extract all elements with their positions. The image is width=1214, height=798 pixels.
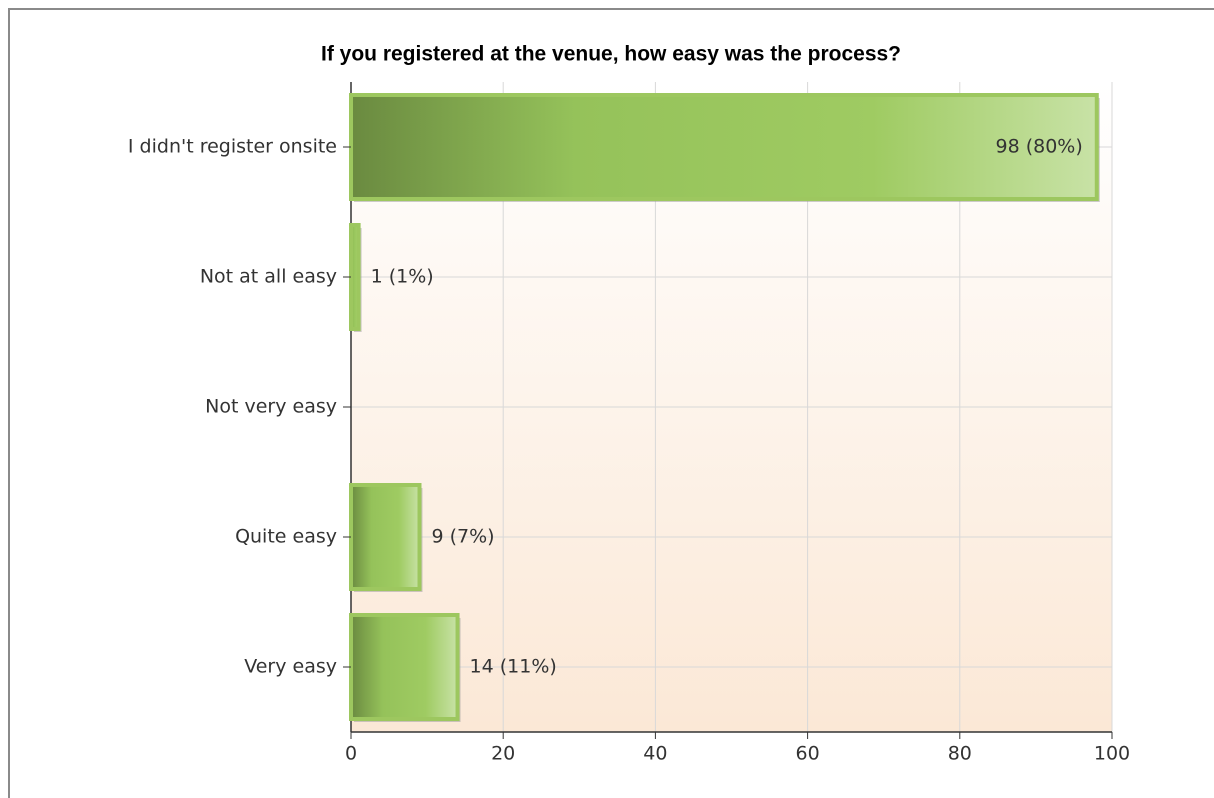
bar — [349, 93, 1099, 201]
bar — [349, 223, 361, 331]
x-tick-label: 60 — [796, 743, 820, 765]
chart-title: If you registered at the venue, how easy… — [321, 43, 901, 66]
value-label: 14 (11%) — [470, 656, 557, 678]
x-tick-label: 40 — [643, 743, 667, 765]
y-tick-label: I didn't register onsite — [128, 136, 337, 158]
frame — [8, 8, 1214, 798]
bar — [349, 613, 460, 721]
y-tick-label: Very easy — [244, 656, 337, 678]
x-tick-label: 80 — [948, 743, 972, 765]
y-tick-label: Quite easy — [235, 526, 337, 548]
bar — [349, 483, 422, 591]
value-label: 98 (80%) — [995, 136, 1082, 158]
y-tick-label: Not at all easy — [200, 266, 337, 288]
x-tick-label: 0 — [345, 743, 357, 765]
x-tick-label: 20 — [491, 743, 515, 765]
y-tick-label: Not very easy — [205, 396, 337, 418]
x-tick-label: 100 — [1094, 743, 1130, 765]
value-label: 9 (7%) — [431, 526, 494, 548]
value-label: 1 (1%) — [371, 266, 434, 288]
